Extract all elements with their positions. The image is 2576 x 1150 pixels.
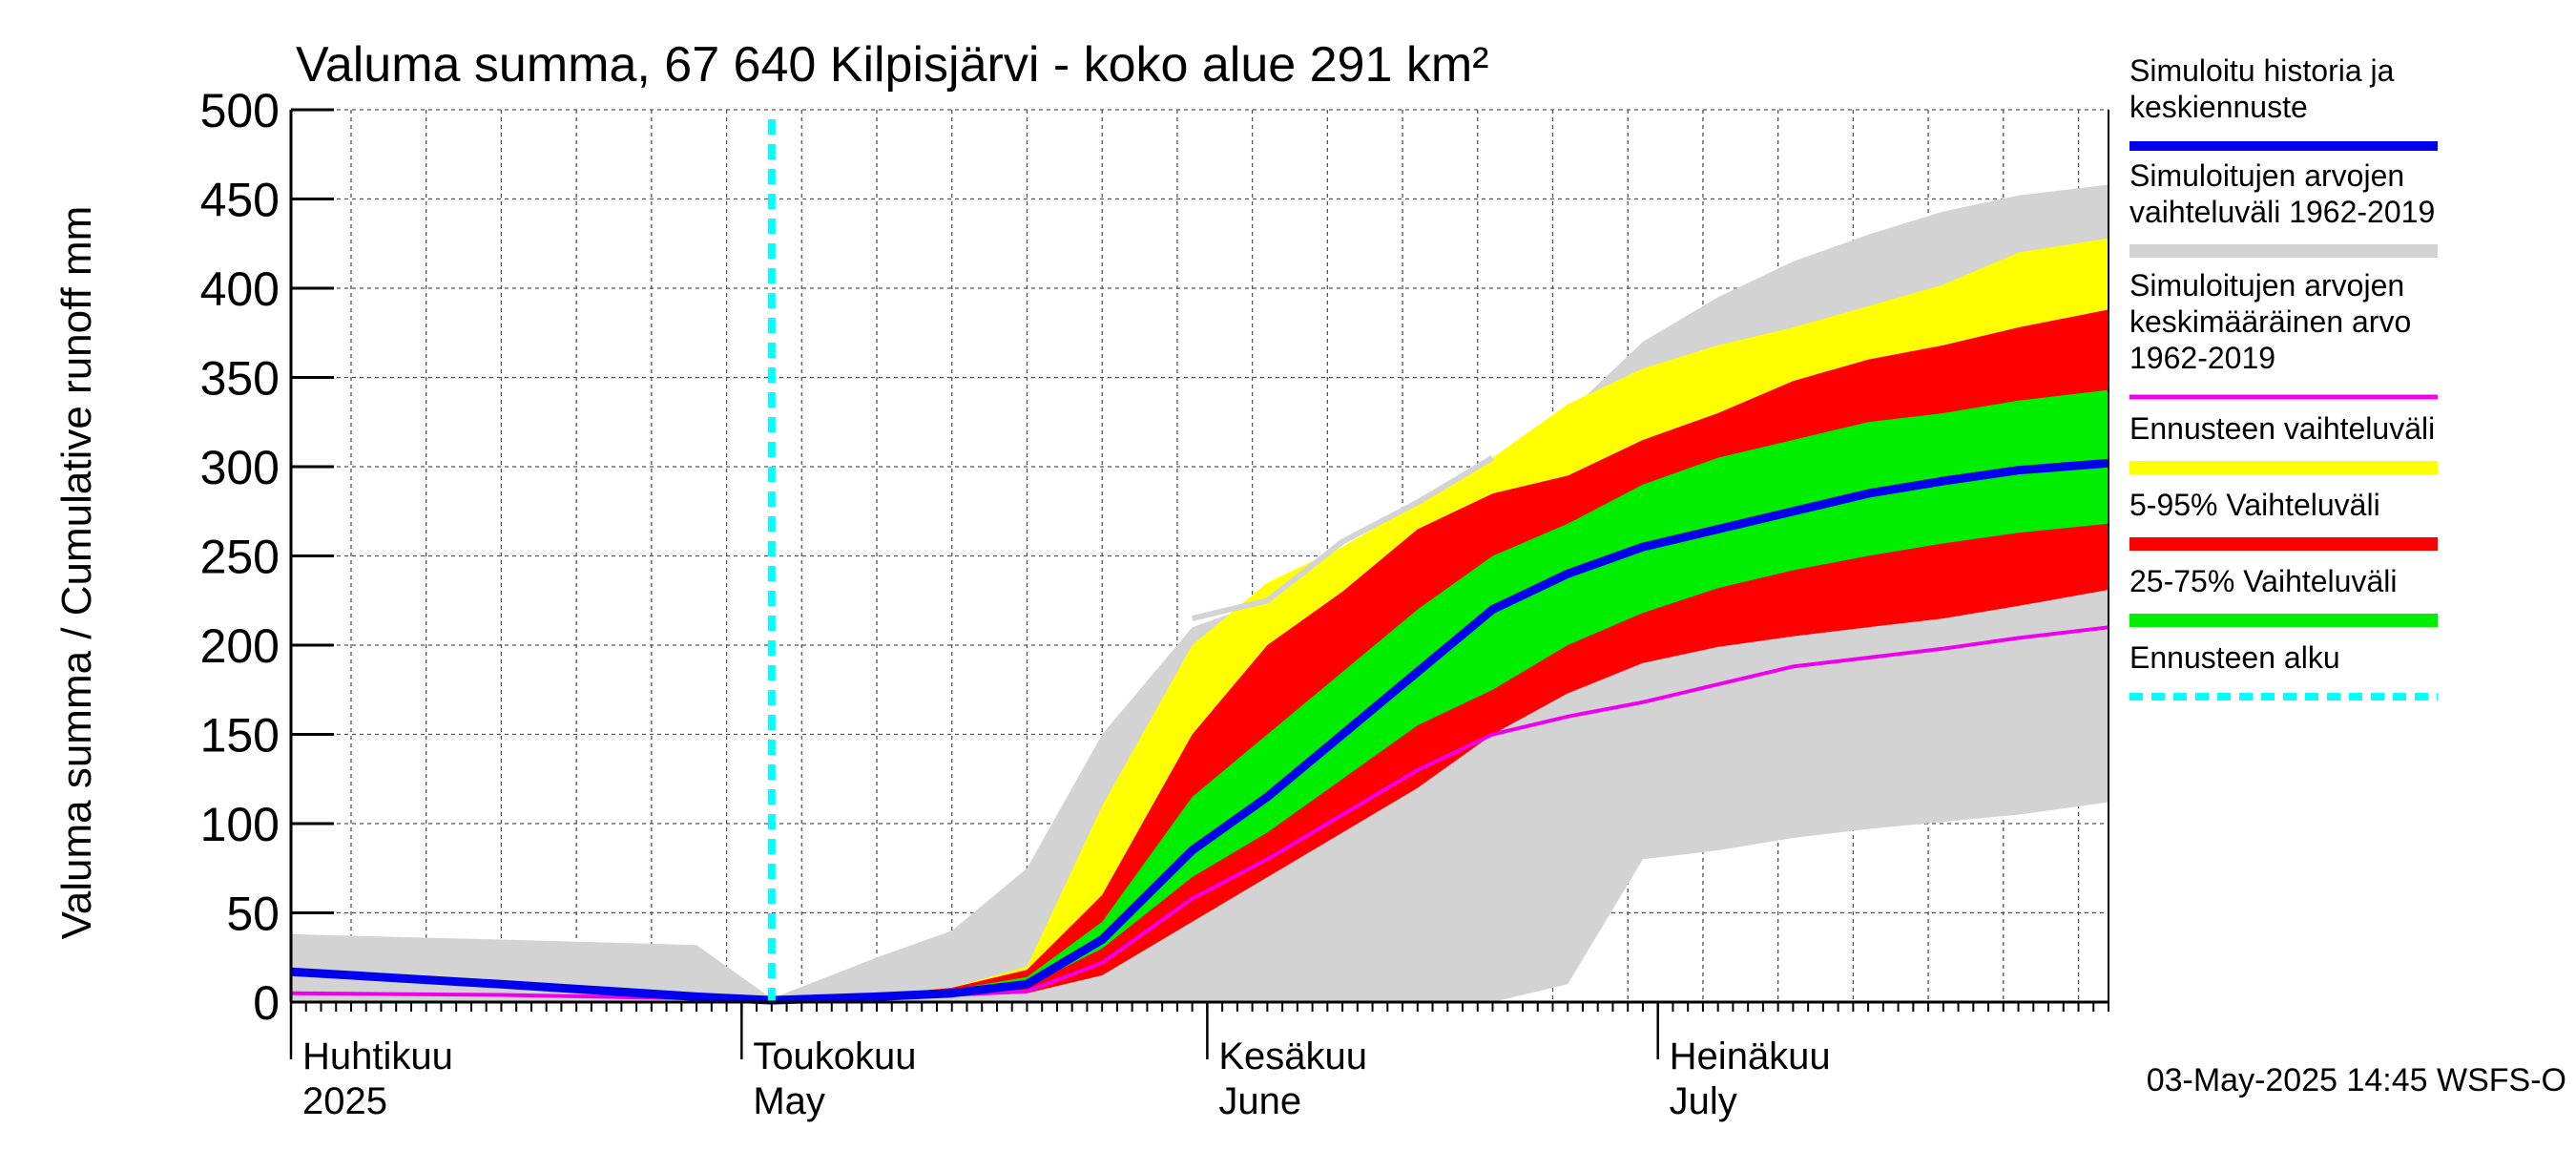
legend-label: Ennusteen alku — [2129, 640, 2340, 675]
legend-label: 1962-2019 — [2129, 341, 2275, 375]
legend-label: keskimääräinen arvo — [2129, 304, 2411, 339]
legend-label: 25-75% Vaihteluväli — [2129, 564, 2397, 598]
legend-label: Simuloitu historia ja — [2129, 53, 2395, 88]
band-3 — [771, 389, 2109, 1003]
y-tick-label: 300 — [200, 441, 280, 494]
axes: 0 50 100 150 200 250 300 350 400 450 500 Huhtikuu20… — [200, 84, 2109, 1122]
legend-label: vaihteluväli 1962-2019 — [2129, 195, 2435, 229]
legend-label: Simuloitujen arvojen — [2129, 158, 2404, 193]
x-month-label-en: June — [1218, 1080, 1301, 1122]
y-tick-label: 400 — [200, 262, 280, 316]
y-tick-label: 250 — [200, 531, 280, 584]
x-month-label-en: May — [753, 1080, 825, 1122]
x-month-label-fi: Toukokuu — [753, 1035, 916, 1077]
timestamp: 03-May-2025 14:45 WSFS-O — [2147, 1062, 2566, 1098]
x-month-label-fi: Heinäkuu — [1670, 1035, 1831, 1077]
y-tick-label: 0 — [253, 976, 280, 1030]
y-axis-label: Valuma summa / Cumulative runoff mm — [53, 206, 100, 940]
legend-label: Simuloitujen arvojen — [2129, 268, 2404, 303]
bands — [291, 184, 2109, 1003]
x-month-label-fi: Huhtikuu — [302, 1035, 453, 1077]
series-line-1 — [290, 458, 2109, 1005]
legend-label: 5-95% Vaihteluväli — [2129, 488, 2380, 522]
y-tick-label: 100 — [200, 798, 280, 851]
x-month-label-en: 2025 — [302, 1080, 387, 1122]
y-tick-label: 450 — [200, 174, 280, 227]
x-month-label-fi: Kesäkuu — [1218, 1035, 1367, 1077]
legend-label: Ennusteen vaihteluväli — [2129, 411, 2435, 446]
y-tick-label: 150 — [200, 709, 280, 763]
chart-title: Valuma summa, 67 640 Kilpisjärvi - koko … — [296, 37, 1488, 93]
legend-label: keskiennuste — [2129, 90, 2308, 124]
series-lines — [290, 119, 2109, 1005]
y-tick-label: 50 — [226, 888, 280, 941]
y-tick-label: 500 — [200, 84, 280, 137]
x-month-label-en: July — [1670, 1080, 1737, 1122]
y-tick-label: 350 — [200, 352, 280, 406]
y-tick-label: 200 — [200, 619, 280, 673]
series-line-2 — [1191, 455, 1495, 621]
